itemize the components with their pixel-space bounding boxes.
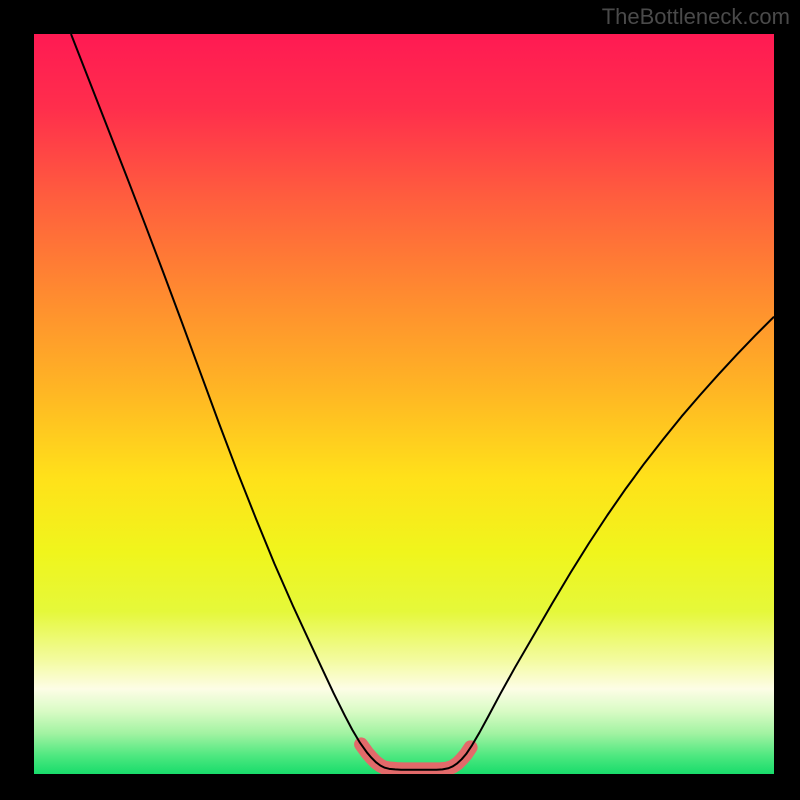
plot-stage (34, 34, 774, 774)
attribution-label: TheBottleneck.com (602, 4, 790, 30)
bottleneck-curve-plot (34, 34, 774, 774)
chart-frame: TheBottleneck.com (0, 0, 800, 800)
plot-background (34, 34, 774, 774)
